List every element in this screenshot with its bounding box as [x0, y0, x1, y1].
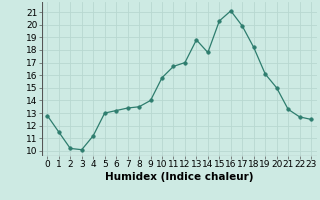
X-axis label: Humidex (Indice chaleur): Humidex (Indice chaleur) — [105, 172, 253, 182]
